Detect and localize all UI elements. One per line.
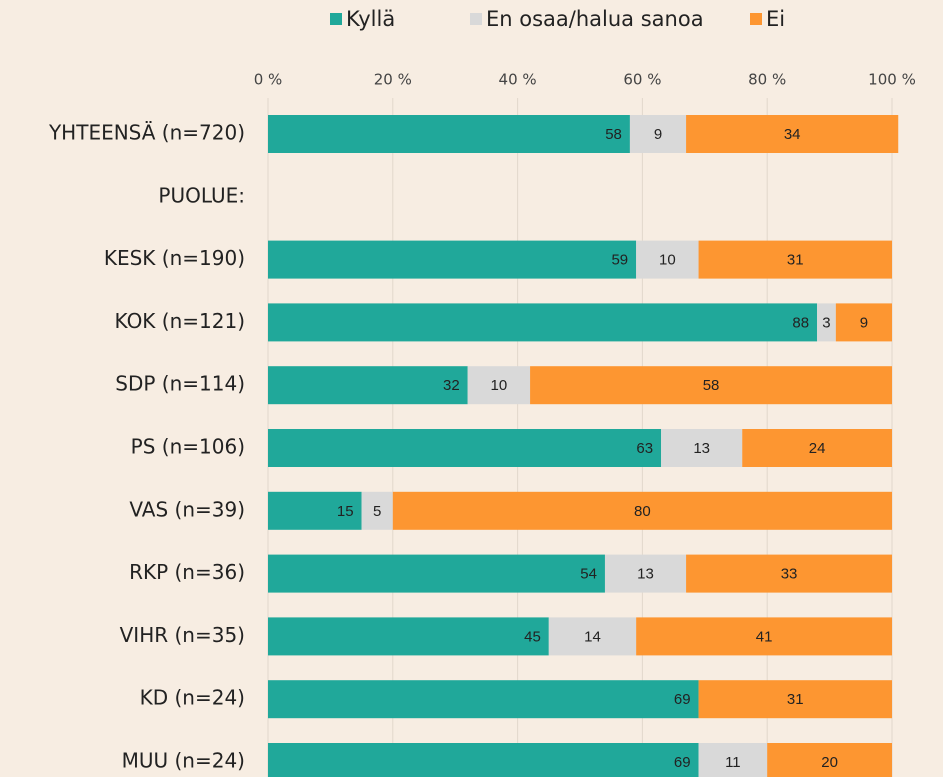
bar-segment <box>661 429 743 467</box>
value-label: 10 <box>491 377 508 394</box>
value-label: 58 <box>605 126 622 143</box>
x-tick-label: 0 % <box>254 71 283 89</box>
category-label: KD (n=24) <box>140 686 245 710</box>
category-label: VIHR (n=35) <box>120 623 245 647</box>
bar-segment <box>268 240 637 279</box>
value-label: 11 <box>725 754 741 771</box>
category-label: KOK (n=121) <box>115 309 245 333</box>
bar-segment <box>268 617 549 656</box>
value-label: 31 <box>787 252 804 269</box>
value-label: 14 <box>584 628 601 645</box>
bar-segment <box>268 429 662 467</box>
value-label: 24 <box>809 440 826 457</box>
value-label: 9 <box>654 126 662 143</box>
bar-segment <box>530 366 892 405</box>
legend-label: En osaa/halua sanoa <box>486 7 704 31</box>
x-tick-label: 60 % <box>623 71 661 89</box>
value-label: 9 <box>860 314 868 331</box>
value-label: 13 <box>637 566 654 583</box>
value-label: 59 <box>611 252 628 269</box>
legend-label: Kyllä <box>346 7 395 31</box>
value-label: 10 <box>659 252 676 269</box>
bar-segment <box>268 743 699 777</box>
bar-segment <box>686 115 899 153</box>
bar-segment <box>268 303 818 342</box>
category-label: MUU (n=24) <box>122 749 245 773</box>
value-label: 80 <box>634 503 651 520</box>
bar-segment <box>742 429 892 467</box>
bar-segment <box>698 680 892 719</box>
bar-segment <box>268 491 362 530</box>
value-label: 20 <box>821 754 838 771</box>
legend-swatch <box>470 13 482 25</box>
x-tick-label: 80 % <box>748 71 786 89</box>
category-label: KESK (n=190) <box>104 246 245 270</box>
value-label: 88 <box>792 314 809 331</box>
category-label: SDP (n=114) <box>115 372 245 396</box>
bar-segment <box>392 491 892 530</box>
legend-swatch <box>330 13 342 25</box>
legend-swatch <box>750 13 762 25</box>
value-label: 33 <box>781 566 798 583</box>
value-label: 5 <box>373 503 381 520</box>
x-tick-label: 100 % <box>868 71 916 89</box>
bar-segment <box>817 303 836 342</box>
bar-segment <box>636 617 892 656</box>
bar-segment <box>698 743 768 777</box>
bar-segment <box>268 554 605 593</box>
value-label: 69 <box>674 754 691 771</box>
value-label: 69 <box>674 691 691 708</box>
value-label: 34 <box>784 126 801 143</box>
x-tick-label: 20 % <box>374 71 412 89</box>
bar-segment <box>361 491 393 530</box>
value-label: 63 <box>636 440 653 457</box>
category-label: PS (n=106) <box>131 435 245 459</box>
x-tick-label: 40 % <box>499 71 537 89</box>
value-label: 54 <box>580 566 597 583</box>
category-label: YHTEENSÄ (n=720) <box>48 121 245 145</box>
value-label: 13 <box>693 440 710 457</box>
value-label: 3 <box>822 314 830 331</box>
bar-segment <box>835 303 892 342</box>
bar-segment <box>268 366 468 405</box>
bar-segment <box>548 617 637 656</box>
category-label: PUOLUE: <box>158 183 245 207</box>
bar-segment <box>268 680 699 719</box>
category-label: RKP (n=36) <box>129 560 245 584</box>
bar-segment <box>467 366 531 405</box>
value-label: 41 <box>756 628 773 645</box>
value-label: 32 <box>443 377 460 394</box>
bar-segment <box>686 554 892 593</box>
value-label: 45 <box>524 628 541 645</box>
bar-segment <box>767 743 892 777</box>
value-label: 31 <box>787 691 804 708</box>
bar-segment <box>629 115 687 153</box>
bar-segment <box>636 240 699 279</box>
bar-segment <box>698 240 892 279</box>
bar-segment <box>268 115 630 153</box>
category-label: VAS (n=39) <box>129 497 245 521</box>
value-label: 15 <box>337 503 354 520</box>
legend-label: Ei <box>766 7 785 31</box>
bar-segment <box>604 554 687 593</box>
value-label: 58 <box>703 377 720 394</box>
